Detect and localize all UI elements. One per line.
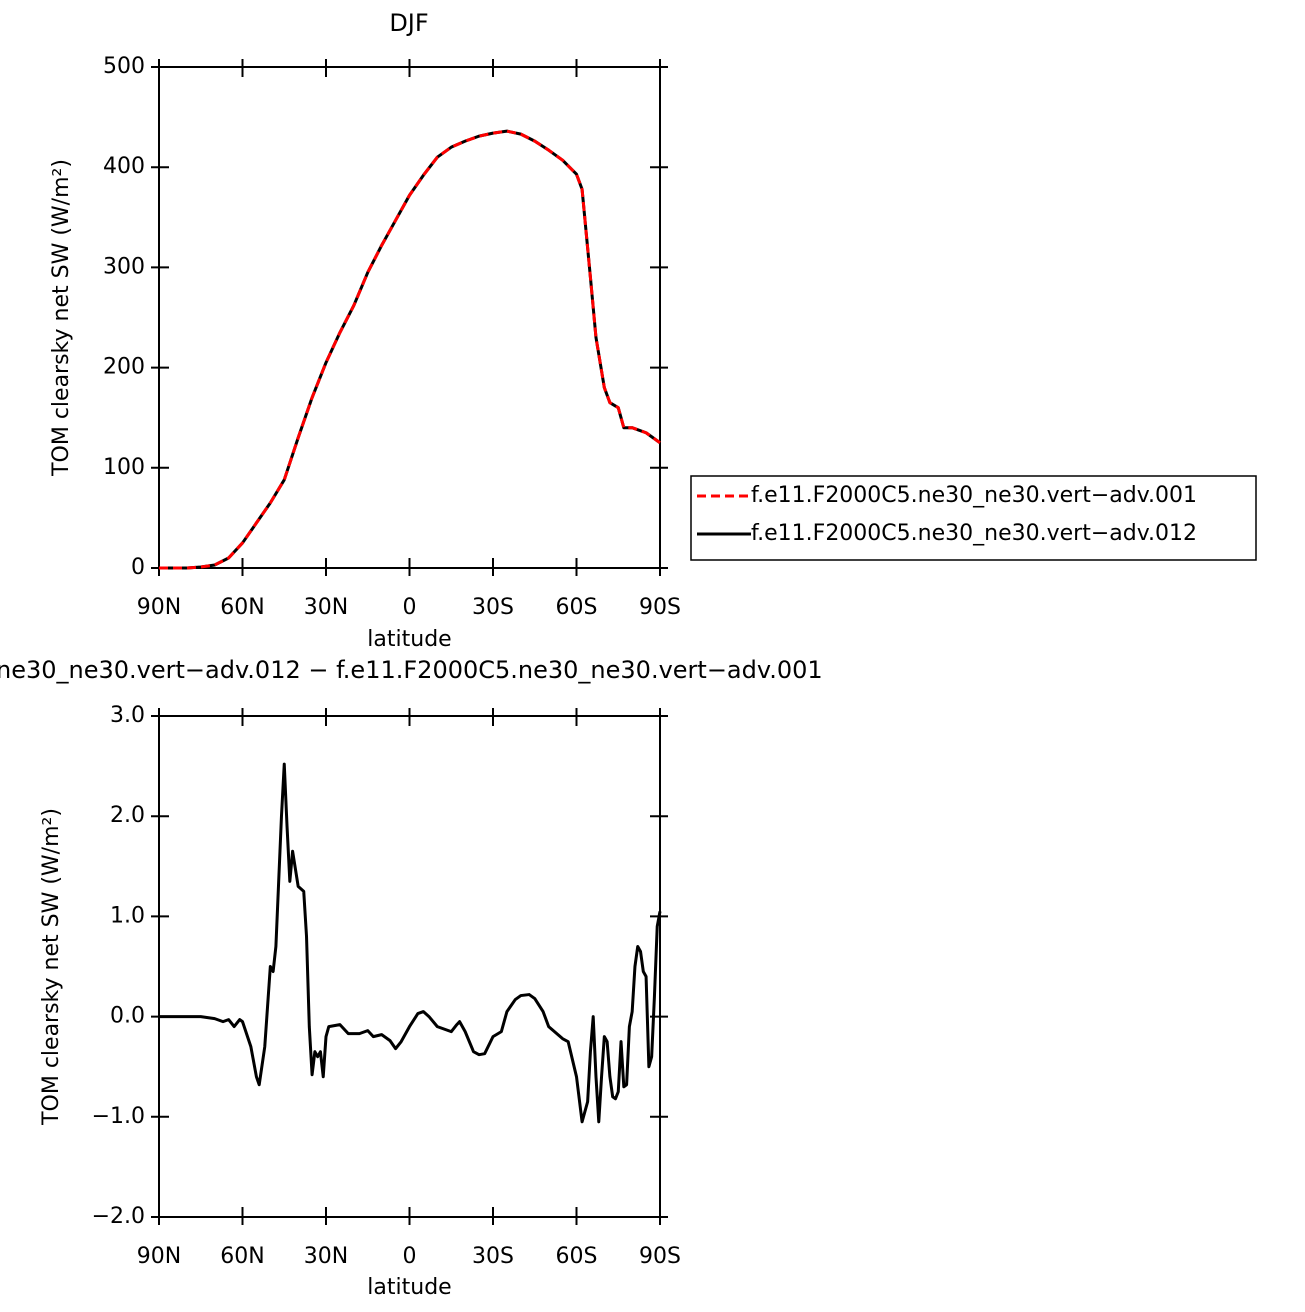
x-tick-label: 30S xyxy=(472,595,514,620)
x-tick-label: 30N xyxy=(304,1244,348,1269)
data-line xyxy=(159,762,662,1124)
x-tick-label: 30S xyxy=(472,1244,514,1269)
x-tick-label: 90N xyxy=(137,595,181,620)
y-tick-label: 1.0 xyxy=(110,903,145,928)
x-tick-label: 30N xyxy=(304,595,348,620)
y-axis-label: TOM clearsky net SW (W/m²) xyxy=(49,159,74,477)
y-tick-label: 0.0 xyxy=(110,1004,145,1029)
y-axis-label: TOM clearsky net SW (W/m²) xyxy=(39,808,64,1126)
chart-title: DJF xyxy=(389,9,428,37)
legend-label: f.e11.F2000C5.ne30_ne30.vert−adv.001 xyxy=(751,483,1197,508)
x-tick-label: 90S xyxy=(639,595,681,620)
y-tick-label: 3.0 xyxy=(110,703,145,728)
y-tick-label: 400 xyxy=(103,154,145,179)
x-axis-label: latitude xyxy=(367,627,451,652)
y-tick-label: 100 xyxy=(103,455,145,480)
x-tick-label: 60S xyxy=(556,1244,598,1269)
y-tick-label: 200 xyxy=(103,355,145,380)
data-line xyxy=(159,129,661,570)
chart-title: ne30_ne30.vert−adv.012 − f.e11.F2000C5.n… xyxy=(0,656,823,684)
x-tick-label: 90N xyxy=(137,1244,181,1269)
x-tick-label: 0 xyxy=(403,595,417,620)
y-tick-label: 2.0 xyxy=(110,803,145,828)
legend-label: f.e11.F2000C5.ne30_ne30.vert−adv.012 xyxy=(751,521,1197,546)
x-axis-label: latitude xyxy=(367,1275,451,1300)
plot-frame xyxy=(158,66,661,569)
x-tick-label: 60N xyxy=(220,1244,264,1269)
y-tick-label: 300 xyxy=(103,254,145,279)
y-tick-label: 0 xyxy=(131,555,145,580)
legend-box xyxy=(690,475,1257,561)
x-tick-label: 0 xyxy=(403,1244,417,1269)
x-tick-label: 90S xyxy=(639,1244,681,1269)
plot-frame xyxy=(158,715,661,1218)
x-tick-label: 60S xyxy=(556,595,598,620)
y-tick-label: −1.0 xyxy=(92,1104,145,1129)
y-tick-label: −2.0 xyxy=(92,1204,145,1229)
x-tick-label: 60N xyxy=(220,595,264,620)
y-tick-label: 500 xyxy=(103,54,145,79)
